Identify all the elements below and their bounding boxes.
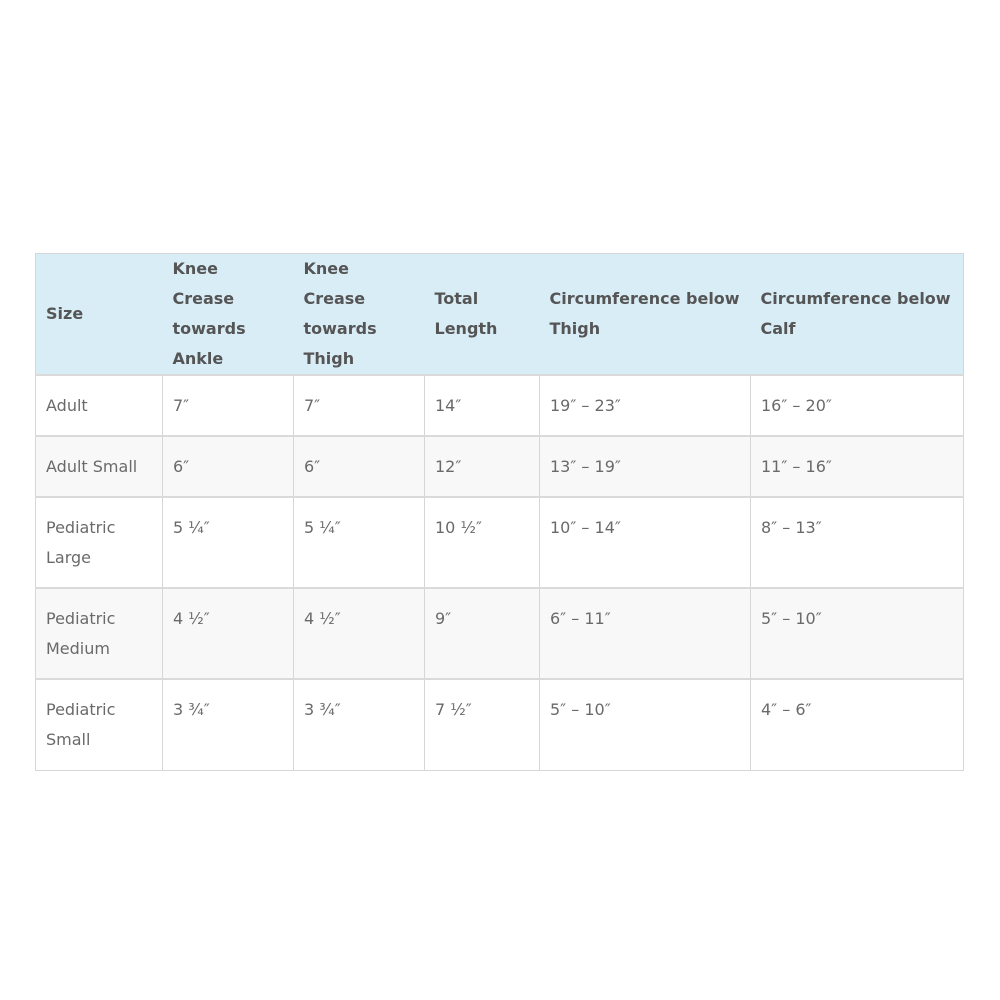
cell-circumference-calf: 8″ – 13″ bbox=[750, 496, 964, 589]
header-size: Size bbox=[35, 253, 163, 375]
cell-knee-crease-thigh: 7″ bbox=[293, 374, 425, 437]
header-knee-crease-thigh: Knee Crease towards Thigh bbox=[293, 253, 425, 375]
size-chart-table: Size Knee Crease towards Ankle Knee Crea… bbox=[35, 253, 964, 771]
cell-size: Adult bbox=[35, 374, 163, 437]
table-row: Pediatric Large 5 ¼″ 5 ¼″ 10 ½″ 10″ – 14″ 8″ … bbox=[35, 496, 964, 589]
cell-knee-crease-ankle: 3 ¾″ bbox=[162, 678, 294, 771]
cell-circumference-calf: 4″ – 6″ bbox=[750, 678, 964, 771]
cell-circumference-thigh: 6″ – 11″ bbox=[539, 587, 751, 680]
cell-size: Pediatric Small bbox=[35, 678, 163, 771]
table-row: Adult 7″ 7″ 14″ 19″ – 23″ 16″ – 20″ bbox=[35, 374, 964, 437]
header-circumference-calf: Circumference below Calf bbox=[750, 253, 964, 375]
cell-total-length: 12″ bbox=[424, 435, 540, 498]
header-row: Size Knee Crease towards Ankle Knee Crea… bbox=[35, 253, 964, 375]
cell-knee-crease-thigh: 6″ bbox=[293, 435, 425, 498]
cell-circumference-thigh: 19″ – 23″ bbox=[539, 374, 751, 437]
cell-circumference-thigh: 10″ – 14″ bbox=[539, 496, 751, 589]
cell-circumference-calf: 11″ – 16″ bbox=[750, 435, 964, 498]
cell-size: Pediatric Medium bbox=[35, 587, 163, 680]
table-row: Pediatric Small 3 ¾″ 3 ¾″ 7 ½″ 5″ – 10″ 4″ – … bbox=[35, 678, 964, 771]
cell-circumference-calf: 16″ – 20″ bbox=[750, 374, 964, 437]
header-circumference-thigh: Circumference below Thigh bbox=[539, 253, 751, 375]
cell-knee-crease-ankle: 6″ bbox=[162, 435, 294, 498]
cell-knee-crease-ankle: 7″ bbox=[162, 374, 294, 437]
cell-knee-crease-thigh: 3 ¾″ bbox=[293, 678, 425, 771]
cell-knee-crease-ankle: 5 ¼″ bbox=[162, 496, 294, 589]
cell-total-length: 9″ bbox=[424, 587, 540, 680]
table-row: Pediatric Medium 4 ½″ 4 ½″ 9″ 6″ – 11″ 5″ – 1… bbox=[35, 587, 964, 680]
cell-size: Adult Small bbox=[35, 435, 163, 498]
cell-circumference-thigh: 5″ – 10″ bbox=[539, 678, 751, 771]
header-total-length: Total Length bbox=[424, 253, 540, 375]
cell-circumference-thigh: 13″ – 19″ bbox=[539, 435, 751, 498]
header-knee-crease-ankle: Knee Crease towards Ankle bbox=[162, 253, 294, 375]
table-row: Adult Small 6″ 6″ 12″ 13″ – 19″ 11″ – 16″ bbox=[35, 435, 964, 498]
cell-knee-crease-thigh: 4 ½″ bbox=[293, 587, 425, 680]
cell-knee-crease-ankle: 4 ½″ bbox=[162, 587, 294, 680]
cell-total-length: 14″ bbox=[424, 374, 540, 437]
cell-size: Pediatric Large bbox=[35, 496, 163, 589]
cell-total-length: 7 ½″ bbox=[424, 678, 540, 771]
cell-total-length: 10 ½″ bbox=[424, 496, 540, 589]
cell-circumference-calf: 5″ – 10″ bbox=[750, 587, 964, 680]
cell-knee-crease-thigh: 5 ¼″ bbox=[293, 496, 425, 589]
